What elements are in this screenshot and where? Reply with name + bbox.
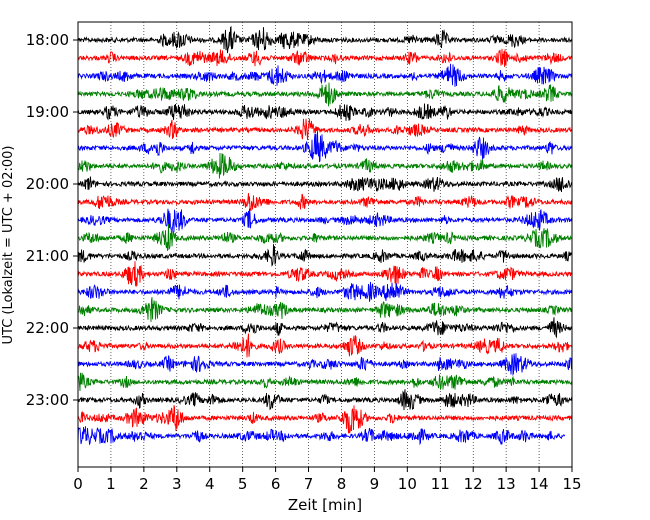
x-axis-ticks: 0 1 2 3 4 5 6 7 8 9 10 11 12 13 14 15 bbox=[73, 467, 582, 493]
seismic-trace bbox=[77, 281, 573, 302]
x-tick-label: 5 bbox=[238, 475, 248, 493]
x-tick-label: 9 bbox=[370, 475, 380, 493]
x-axis-label: Zeit [min] bbox=[288, 496, 362, 514]
seismic-trace bbox=[77, 48, 573, 67]
seismic-trace bbox=[77, 193, 573, 212]
seismic-trace bbox=[77, 25, 573, 54]
y-tick-label: 19:00 bbox=[26, 103, 69, 121]
seismic-trace bbox=[77, 389, 573, 411]
seismic-trace bbox=[77, 131, 573, 163]
y-tick-label: 23:00 bbox=[26, 391, 69, 409]
x-tick-label: 13 bbox=[497, 475, 516, 493]
x-tick-label: 7 bbox=[304, 475, 314, 493]
y-axis-label: UTC (Lokalzeit = UTC + 02:00) bbox=[1, 146, 16, 345]
x-tick-label: 11 bbox=[431, 475, 450, 493]
seismic-trace bbox=[77, 63, 573, 87]
seismic-trace bbox=[77, 333, 573, 358]
seismic-trace bbox=[77, 353, 573, 377]
seismic-trace bbox=[77, 426, 566, 446]
plot-frame bbox=[77, 21, 573, 468]
x-tick-label: 12 bbox=[464, 475, 483, 493]
seismic-trace bbox=[77, 153, 573, 179]
seismic-trace bbox=[77, 244, 573, 267]
x-tick-label: 8 bbox=[337, 475, 347, 493]
vertical-gridlines bbox=[110, 22, 540, 467]
x-tick-label: 4 bbox=[205, 475, 215, 493]
seismic-trace bbox=[77, 208, 573, 233]
y-tick-label: 21:00 bbox=[26, 247, 69, 265]
seismic-trace bbox=[77, 372, 573, 392]
y-tick-label: 20:00 bbox=[26, 175, 69, 193]
seismic-trace bbox=[77, 103, 573, 121]
seismic-trace bbox=[77, 223, 573, 251]
x-tick-label: 15 bbox=[562, 475, 581, 493]
x-tick-label: 0 bbox=[73, 475, 83, 493]
seismic-trace bbox=[77, 118, 573, 141]
y-tick-label: 18:00 bbox=[26, 31, 69, 49]
seismic-trace bbox=[77, 82, 573, 107]
x-tick-label: 2 bbox=[139, 475, 149, 493]
seismic-trace bbox=[77, 405, 573, 434]
seismic-trace bbox=[77, 317, 573, 339]
x-tick-label: 6 bbox=[271, 475, 281, 493]
x-tick-label: 14 bbox=[530, 475, 549, 493]
seismic-trace bbox=[77, 176, 573, 193]
x-tick-label: 10 bbox=[398, 475, 417, 493]
x-tick-label: 1 bbox=[106, 475, 116, 493]
x-tick-label: 3 bbox=[172, 475, 182, 493]
seismic-traces bbox=[77, 25, 573, 446]
seismic-trace bbox=[77, 261, 573, 288]
y-tick-label: 22:00 bbox=[26, 319, 69, 337]
seismic-trace bbox=[77, 297, 573, 323]
y-axis-ticks: 18:00 19:00 20:00 21:00 22:00 23:00 bbox=[26, 31, 78, 409]
